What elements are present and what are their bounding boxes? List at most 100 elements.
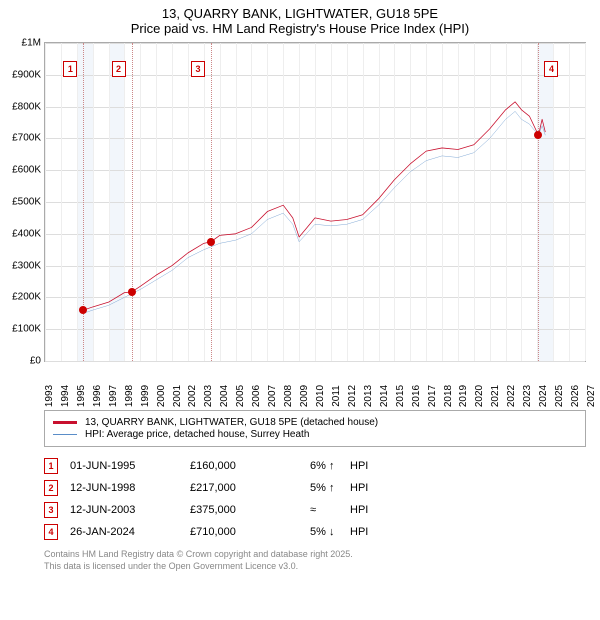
row-note: HPI xyxy=(350,526,586,538)
row-delta: ≈ xyxy=(310,504,350,516)
x-tick-label: 2020 xyxy=(474,385,485,407)
x-axis-labels: 1993 1994 1995 1996 1997 1998 1999 2000 2001 2002… xyxy=(44,366,586,404)
marker-dot xyxy=(207,238,215,246)
row-marker: 3 xyxy=(44,502,58,518)
x-tick-label: 1993 xyxy=(44,385,55,407)
row-delta: 5% ↓ xyxy=(310,526,350,538)
marker-dot xyxy=(128,288,136,296)
row-date: 12-JUN-2003 xyxy=(70,504,190,516)
legend: 13, QUARRY BANK, LIGHTWATER, GU18 5PE (d… xyxy=(44,410,586,447)
marker-label: 2 xyxy=(112,61,126,77)
y-tick-label: £300K xyxy=(12,260,45,271)
legend-item: 13, QUARRY BANK, LIGHTWATER, GU18 5PE (d… xyxy=(53,417,577,428)
x-tick-label: 2015 xyxy=(395,385,406,407)
row-note: HPI xyxy=(350,460,586,472)
row-note: HPI xyxy=(350,482,586,494)
row-price: £217,000 xyxy=(190,482,310,494)
x-tick-label: 2008 xyxy=(283,385,294,407)
series-property xyxy=(83,102,545,310)
x-tick-label: 2026 xyxy=(570,385,581,407)
x-tick-label: 2022 xyxy=(506,385,517,407)
title-subtitle: Price paid vs. HM Land Registry's House … xyxy=(10,21,590,36)
x-tick-label: 1999 xyxy=(140,385,151,407)
x-tick-label: 2004 xyxy=(219,385,230,407)
x-tick-label: 2006 xyxy=(251,385,262,407)
x-tick-label: 2019 xyxy=(458,385,469,407)
legend-swatch xyxy=(53,434,77,435)
table-row: 4 26-JAN-2024 £710,000 5% ↓ HPI xyxy=(44,521,586,543)
x-tick-label: 2005 xyxy=(235,385,246,407)
legend-label: HPI: Average price, detached house, Surr… xyxy=(85,429,309,440)
legend-label: 13, QUARRY BANK, LIGHTWATER, GU18 5PE (d… xyxy=(85,417,378,428)
x-tick-label: 2014 xyxy=(379,385,390,407)
x-tick-label: 2003 xyxy=(203,385,214,407)
row-price: £160,000 xyxy=(190,460,310,472)
table-row: 1 01-JUN-1995 £160,000 6% ↑ HPI xyxy=(44,455,586,477)
x-tick-label: 2024 xyxy=(538,385,549,407)
y-tick-label: £0 xyxy=(30,356,45,367)
x-tick-label: 2000 xyxy=(156,385,167,407)
credits: Contains HM Land Registry data © Crown c… xyxy=(44,549,586,572)
row-delta: 5% ↑ xyxy=(310,482,350,494)
y-tick-label: £1M xyxy=(22,38,45,49)
x-tick-label: 2009 xyxy=(299,385,310,407)
table-row: 3 12-JUN-2003 £375,000 ≈ HPI xyxy=(44,499,586,521)
transaction-table: 1 01-JUN-1995 £160,000 6% ↑ HPI 2 12-JUN… xyxy=(44,455,586,543)
x-tick-label: 2023 xyxy=(522,385,533,407)
series-hpi xyxy=(83,111,545,313)
row-delta: 6% ↑ xyxy=(310,460,350,472)
x-tick-label: 2011 xyxy=(331,385,342,407)
row-marker: 2 xyxy=(44,480,58,496)
x-tick-label: 2025 xyxy=(554,385,565,407)
y-tick-label: £200K xyxy=(12,292,45,303)
row-date: 26-JAN-2024 xyxy=(70,526,190,538)
row-marker: 4 xyxy=(44,524,58,540)
x-tick-label: 1994 xyxy=(60,385,71,407)
y-tick-label: £700K xyxy=(12,133,45,144)
table-row: 2 12-JUN-1998 £217,000 5% ↑ HPI xyxy=(44,477,586,499)
x-tick-label: 2002 xyxy=(187,385,198,407)
chart-plot-area: £0£100K£200K£300K£400K£500K£600K£700K£80… xyxy=(44,42,586,362)
x-tick-label: 2010 xyxy=(315,385,326,407)
credit-line: Contains HM Land Registry data © Crown c… xyxy=(44,549,586,561)
marker-label: 3 xyxy=(191,61,205,77)
x-tick-label: 2012 xyxy=(347,385,358,407)
row-marker: 1 xyxy=(44,458,58,474)
gridline-v xyxy=(585,43,586,361)
x-tick-label: 1995 xyxy=(76,385,87,407)
x-tick-label: 2021 xyxy=(490,385,501,407)
marker-label: 1 xyxy=(63,61,77,77)
credit-line: This data is licensed under the Open Gov… xyxy=(44,561,586,573)
row-price: £375,000 xyxy=(190,504,310,516)
x-tick-label: 1997 xyxy=(108,385,119,407)
x-tick-label: 1998 xyxy=(124,385,135,407)
title-address: 13, QUARRY BANK, LIGHTWATER, GU18 5PE xyxy=(10,6,590,21)
y-tick-label: £800K xyxy=(12,101,45,112)
y-tick-label: £600K xyxy=(12,165,45,176)
x-tick-label: 2027 xyxy=(586,385,597,407)
x-tick-label: 2013 xyxy=(363,385,374,407)
marker-label: 4 xyxy=(544,61,558,77)
marker-dot xyxy=(534,131,542,139)
y-tick-label: £900K xyxy=(12,69,45,80)
x-tick-label: 2016 xyxy=(411,385,422,407)
x-tick-label: 2001 xyxy=(172,385,183,407)
gridline-h xyxy=(45,361,585,362)
x-tick-label: 1996 xyxy=(92,385,103,407)
row-note: HPI xyxy=(350,504,586,516)
series-svg xyxy=(45,43,585,361)
row-date: 12-JUN-1998 xyxy=(70,482,190,494)
y-tick-label: £500K xyxy=(12,197,45,208)
x-tick-label: 2018 xyxy=(443,385,454,407)
x-tick-label: 2017 xyxy=(427,385,438,407)
y-tick-label: £400K xyxy=(12,228,45,239)
chart-container: 13, QUARRY BANK, LIGHTWATER, GU18 5PE Pr… xyxy=(0,0,600,580)
legend-item: HPI: Average price, detached house, Surr… xyxy=(53,429,577,440)
row-date: 01-JUN-1995 xyxy=(70,460,190,472)
marker-dot xyxy=(79,306,87,314)
title-block: 13, QUARRY BANK, LIGHTWATER, GU18 5PE Pr… xyxy=(10,6,590,36)
row-price: £710,000 xyxy=(190,526,310,538)
y-tick-label: £100K xyxy=(12,324,45,335)
x-tick-label: 2007 xyxy=(267,385,278,407)
legend-swatch xyxy=(53,421,77,424)
